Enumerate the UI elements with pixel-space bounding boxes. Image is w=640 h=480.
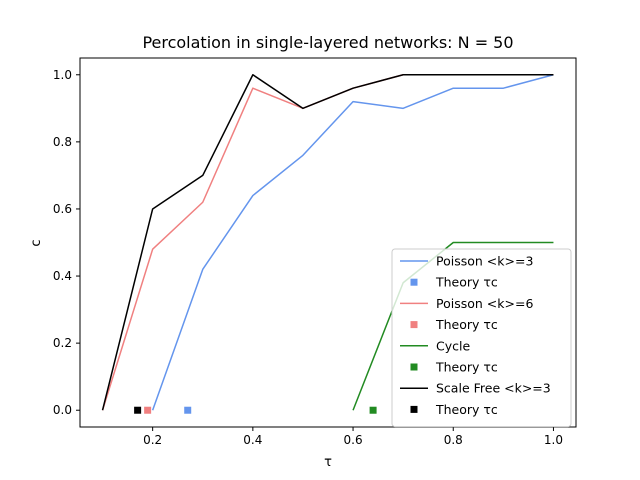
chart-title: Percolation in single-layered networks: … [142,33,513,52]
theory-marker-2 [144,406,152,414]
axes: 0.2 0.4 0.6 0.8 1.0 0.0 0.2 0.4 0.6 0.8 1.0 [53,57,577,447]
y-tick-label: 1.0 [53,68,72,82]
x-tick-label: 1.0 [544,433,563,447]
series-line-3 [352,241,554,411]
legend-marker-swatch [410,278,418,286]
y-tick-label: 0.4 [53,269,72,283]
legend-box [391,248,572,428]
series-line-4 [101,74,554,411]
legend-label: Theory τc [435,360,498,375]
plot-frame [79,57,577,428]
x-tick-label: 0.4 [243,433,262,447]
y-tick-label: 0.6 [53,202,72,216]
x-tick-label: 0.2 [143,433,162,447]
x-tick-label: 0.8 [444,433,463,447]
legend: Poisson <k>=3 Theory τc Poisson <k>=6 Theor… [391,248,572,428]
theory-marker-1 [184,406,192,414]
legend-label: Theory τc [435,402,498,417]
series-line-1 [151,74,554,411]
legend-marker-swatch [410,321,418,329]
y-tick-label: 0.0 [53,403,72,417]
legend-label: Poisson <k>=6 [436,296,533,311]
legend-label: Poisson <k>=3 [436,254,533,269]
plot-area [101,74,554,414]
y-tick-label: 0.8 [53,135,72,149]
theory-marker-3 [369,406,377,414]
y-axis-label: c [29,239,44,246]
x-axis-label: τ [324,455,332,470]
legend-marker-swatch [410,363,418,371]
legend-marker-swatch [410,405,418,413]
theory-marker-4 [134,406,142,414]
y-tick-label: 0.2 [53,336,72,350]
legend-label: Theory τc [435,317,498,332]
x-tick-label: 0.6 [344,433,363,447]
legend-label: Scale Free <k>=3 [436,381,551,396]
legend-label: Cycle [436,338,470,353]
legend-label: Theory τc [435,275,498,290]
